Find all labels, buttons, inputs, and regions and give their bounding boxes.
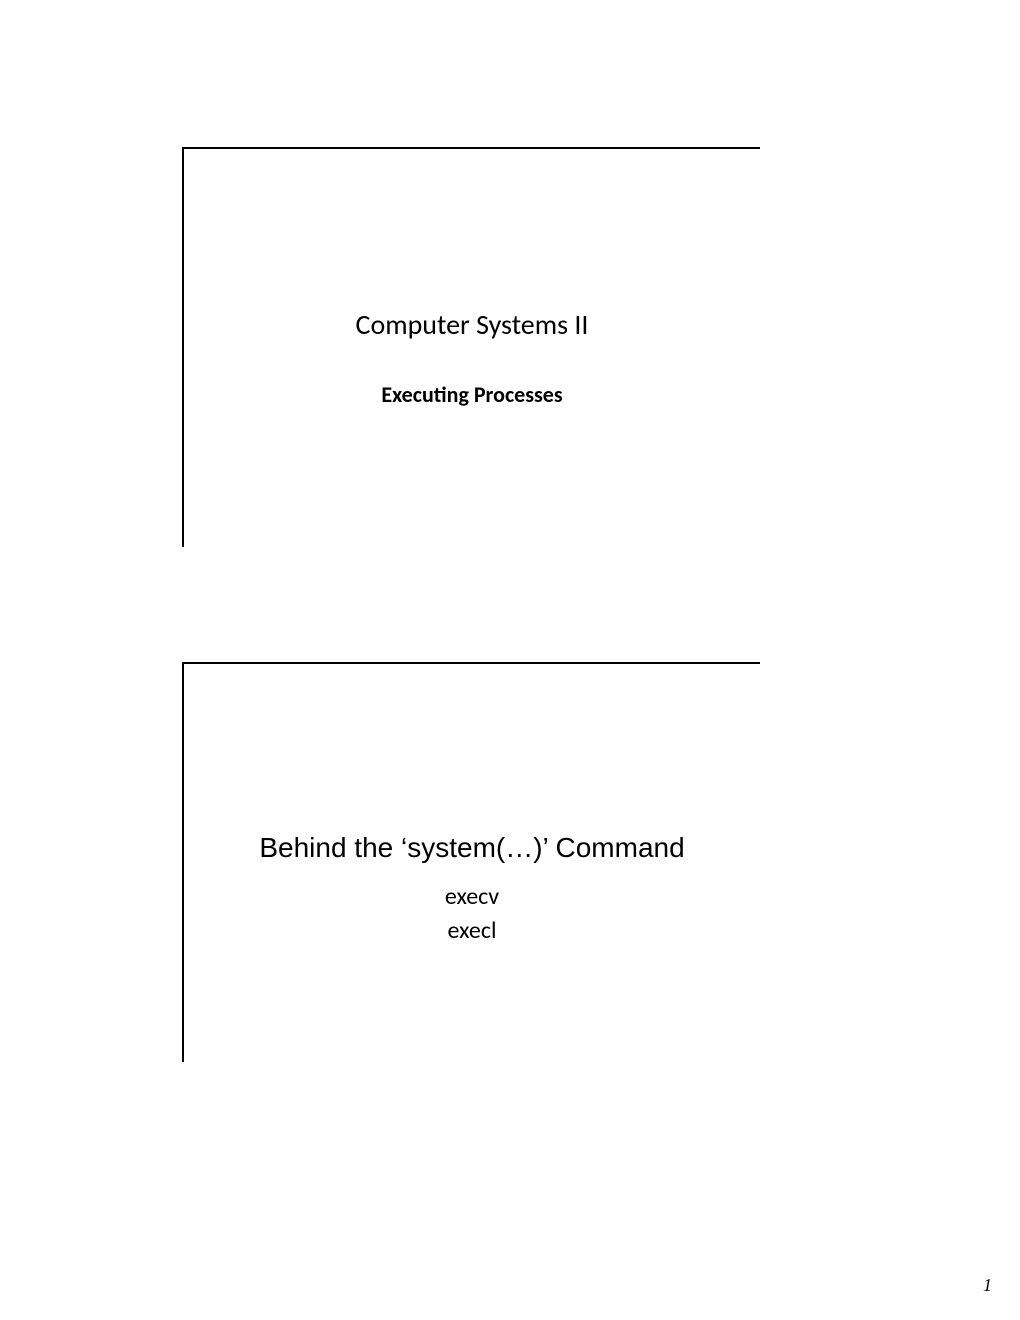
slide-1-title: Computer Systems II	[184, 307, 760, 342]
slide-2-line2: execl	[184, 916, 760, 945]
slide-2-line1: execv	[184, 882, 760, 911]
slide-2: Behind the ‘system(…)’ Command execv exe…	[182, 662, 760, 1062]
slide-1: Computer Systems II Executing Processes	[182, 147, 760, 547]
slide-1-subtitle: Executing Processes	[184, 381, 760, 408]
page-number: 1	[983, 1275, 992, 1296]
slide-2-title: Behind the ‘system(…)’ Command	[184, 832, 760, 864]
